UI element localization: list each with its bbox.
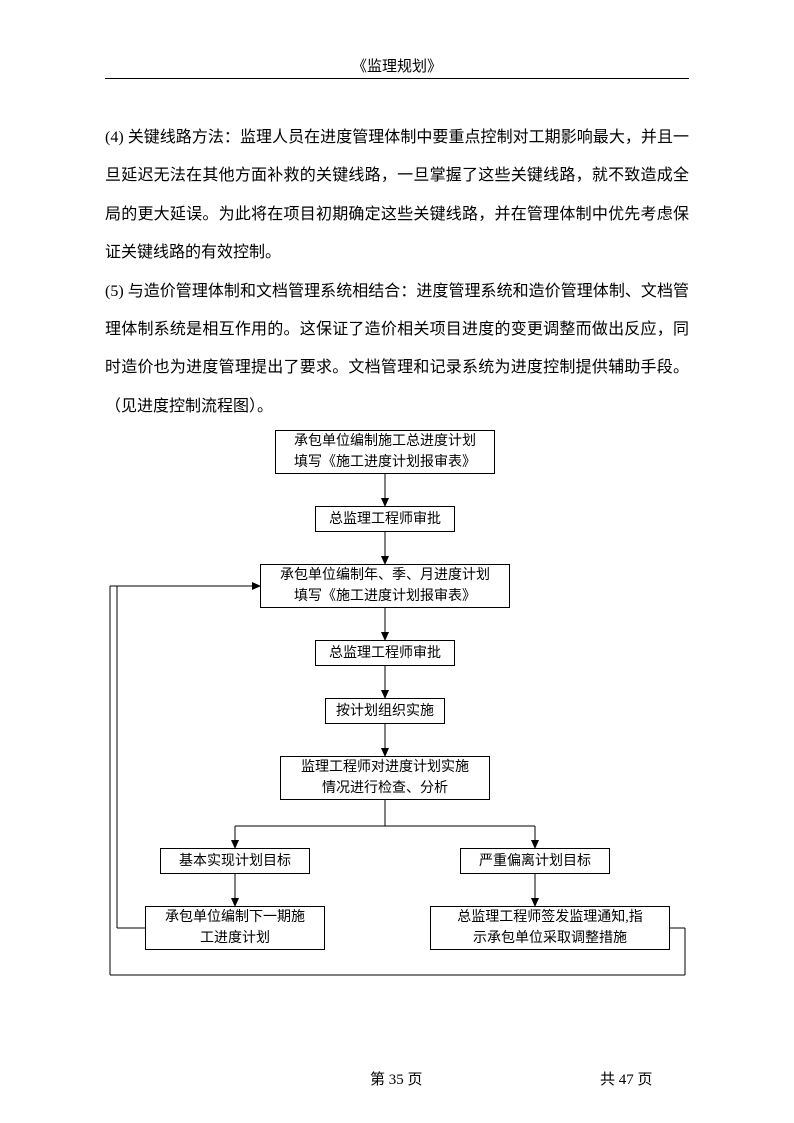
- footer-page-total: 共 47 页: [600, 1068, 653, 1089]
- body-text: (4) 关键线路方法：监理人员在进度管理体制中要重点控制对工期影响最大，并且一旦…: [105, 119, 689, 426]
- flow-node-n6: 监理工程师对进度计划实施情况进行检查、分析: [280, 756, 490, 800]
- header-title: 《监理规划》: [352, 59, 442, 75]
- header-underline: [105, 78, 689, 79]
- flowchart: 承包单位编制施工总进度计划填写《施工进度计划报审表》总监理工程师审批承包单位编制…: [105, 430, 689, 1000]
- flow-node-n5: 按计划组织实施: [325, 698, 445, 724]
- paragraph-5: (5) 与造价管理体制和文档管理系统相结合：进度管理系统和造价管理体制、文档管理…: [105, 273, 689, 427]
- paragraph-4: (4) 关键线路方法：监理人员在进度管理体制中要重点控制对工期影响最大，并且一旦…: [105, 119, 689, 273]
- para4-number: (4): [105, 129, 124, 146]
- flow-node-n4: 总监理工程师审批: [315, 640, 455, 666]
- para4-text: 关键线路方法：监理人员在进度管理体制中要重点控制对工期影响最大，并且一旦延迟无法…: [105, 129, 689, 261]
- flow-node-n7b: 严重偏离计划目标: [460, 848, 610, 874]
- footer-page-current: 第 35 页: [370, 1068, 423, 1089]
- page-header: 《监理规划》: [0, 0, 794, 79]
- para5-text: 与造价管理体制和文档管理系统相结合：进度管理系统和造价管理体制、文档管理体制系统…: [105, 283, 689, 415]
- flow-node-n8b: 总监理工程师签发监理通知,指示承包单位采取调整措施: [430, 906, 670, 950]
- flow-node-n2: 总监理工程师审批: [315, 506, 455, 532]
- para5-number: (5): [105, 283, 124, 300]
- flow-node-n8a: 承包单位编制下一期施工进度计划: [145, 906, 325, 950]
- flow-node-n7a: 基本实现计划目标: [160, 848, 310, 874]
- flow-node-n1: 承包单位编制施工总进度计划填写《施工进度计划报审表》: [275, 430, 495, 474]
- flow-node-n3: 承包单位编制年、季、月进度计划填写《施工进度计划报审表》: [260, 564, 510, 608]
